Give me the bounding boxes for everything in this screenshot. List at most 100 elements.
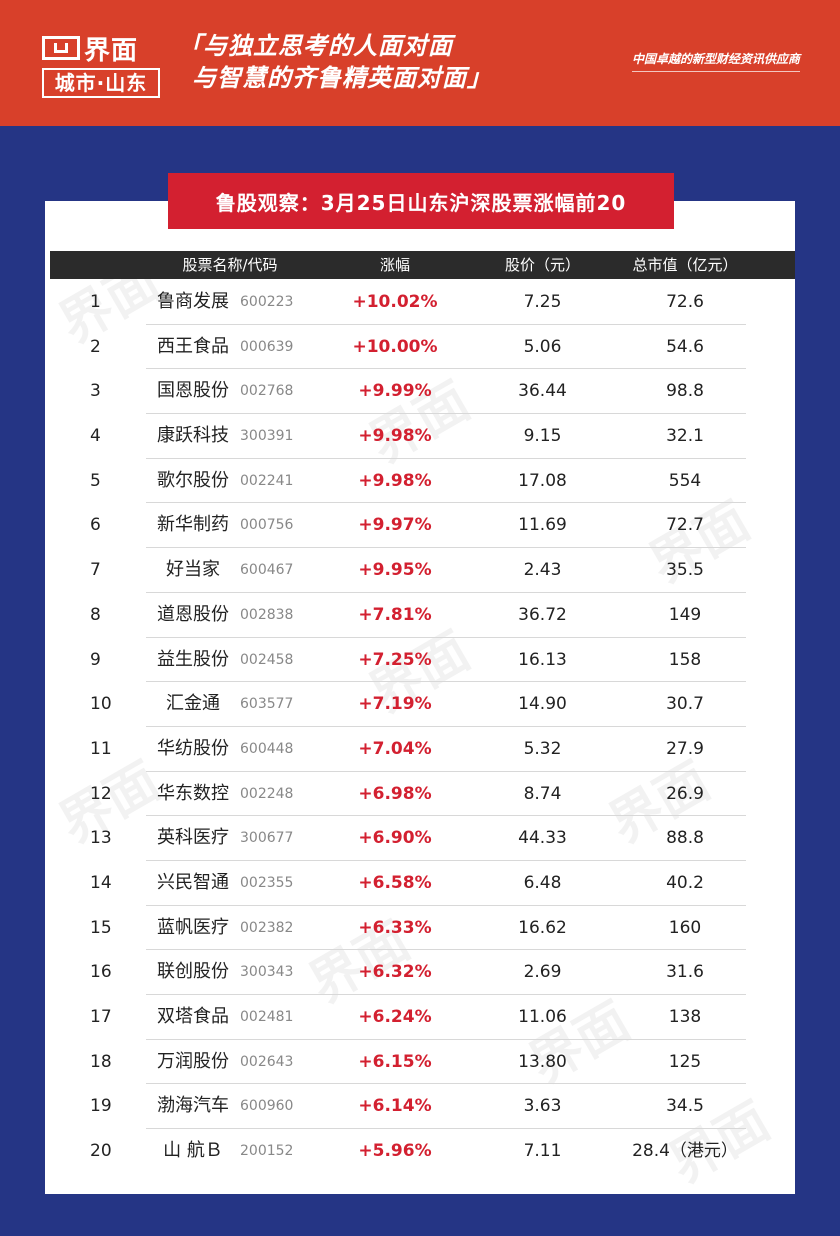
price-cell: 36.72 bbox=[518, 604, 567, 625]
slogan-line-2: 与智慧的齐鲁精英面对面」 bbox=[192, 64, 492, 92]
stock-name-cell: 好当家 bbox=[166, 559, 220, 581]
table-row: 17 双塔食品 002481 +6.24% 11.06 138 bbox=[50, 995, 795, 1040]
stock-name-cell: 歌尔股份 bbox=[157, 469, 229, 491]
stock-code-cell: 002248 bbox=[240, 785, 294, 802]
stock-code-cell: 600223 bbox=[240, 294, 294, 310]
logo-mark-icon bbox=[42, 36, 80, 60]
stock-code-cell: 600467 bbox=[240, 562, 294, 579]
market-cap-cell: 32.1 bbox=[666, 426, 704, 447]
change-cell: +6.24% bbox=[358, 1007, 432, 1027]
change-cell: +9.98% bbox=[358, 426, 432, 447]
price-cell: 44.33 bbox=[518, 828, 567, 849]
market-cap-cell: 98.8 bbox=[666, 381, 704, 402]
change-cell: +6.90% bbox=[358, 828, 432, 849]
market-cap-cell: 28.4（港元） bbox=[632, 1141, 738, 1162]
stock-table: 1 鲁商发展 600223 +10.02% 7.25 72.6 2 西王食品 000639 +10… bbox=[50, 280, 795, 1174]
change-cell: +6.32% bbox=[358, 962, 432, 983]
price-cell: 5.32 bbox=[523, 738, 562, 759]
table-row: 16 联创股份 300343 +6.32% 2.69 31.6 bbox=[50, 950, 795, 995]
market-cap-cell: 40.2 bbox=[666, 872, 704, 893]
stock-name-cell: 双塔食品 bbox=[157, 1006, 229, 1027]
stock-code-cell: 300391 bbox=[240, 428, 294, 445]
stock-name-cell: 康跃科技 bbox=[157, 425, 229, 447]
table-row: 11 华纺股份 600448 +7.04% 5.32 27.9 bbox=[50, 727, 795, 772]
change-cell: +7.19% bbox=[358, 694, 432, 715]
change-cell: +9.95% bbox=[358, 560, 432, 581]
stock-name-cell: 山 航Ｂ bbox=[163, 1140, 223, 1162]
table-row: 2 西王食品 000639 +10.00% 5.06 54.6 bbox=[50, 325, 795, 370]
market-cap-cell: 30.7 bbox=[666, 694, 704, 715]
rank-cell: 1 bbox=[90, 292, 101, 312]
market-cap-cell: 72.6 bbox=[666, 292, 704, 312]
stock-code-cell: 002643 bbox=[240, 1053, 294, 1070]
table-row: 6 新华制药 000756 +9.97% 11.69 72.7 bbox=[50, 503, 795, 548]
stock-code-cell: 603577 bbox=[240, 696, 294, 713]
market-cap-cell: 27.9 bbox=[666, 738, 704, 759]
market-cap-cell: 26.9 bbox=[666, 783, 704, 804]
stock-code-cell: 000756 bbox=[240, 517, 294, 534]
market-cap-cell: 34.5 bbox=[666, 1096, 704, 1117]
stock-name-cell: 鲁商发展 bbox=[157, 291, 229, 312]
stock-code-cell: 002838 bbox=[240, 606, 294, 623]
stock-name-cell: 蓝帆医疗 bbox=[157, 916, 229, 938]
price-cell: 17.08 bbox=[518, 470, 567, 491]
rank-cell: 3 bbox=[90, 381, 101, 402]
price-cell: 16.13 bbox=[518, 649, 567, 670]
price-cell: 14.90 bbox=[518, 694, 567, 715]
price-cell: 7.25 bbox=[523, 292, 562, 312]
stock-code-cell: 002241 bbox=[240, 472, 294, 489]
market-cap-cell: 54.6 bbox=[666, 336, 704, 357]
rank-cell: 13 bbox=[90, 828, 112, 849]
stock-code-cell: 600448 bbox=[240, 740, 294, 757]
rank-cell: 15 bbox=[90, 917, 112, 938]
change-cell: +9.97% bbox=[358, 515, 432, 536]
table-row: 8 道恩股份 002838 +7.81% 36.72 149 bbox=[50, 593, 795, 638]
stock-code-cell: 000639 bbox=[240, 338, 294, 355]
stock-name-cell: 益生股份 bbox=[157, 648, 229, 670]
price-cell: 11.69 bbox=[518, 515, 567, 536]
change-cell: +6.33% bbox=[358, 917, 432, 938]
stock-name-cell: 道恩股份 bbox=[157, 603, 229, 625]
price-cell: 16.62 bbox=[518, 917, 567, 938]
stock-name-cell: 西王食品 bbox=[157, 335, 229, 357]
change-cell: +6.58% bbox=[358, 872, 432, 893]
slogan-line-1: 「与独立思考的人面对面 bbox=[178, 32, 453, 60]
logo-city: 城市·山东 bbox=[42, 68, 160, 98]
rank-cell: 2 bbox=[90, 336, 101, 357]
stock-name-cell: 华纺股份 bbox=[157, 737, 229, 759]
price-cell: 7.11 bbox=[523, 1141, 562, 1162]
tagline: 中国卓越的新型财经资讯供应商 bbox=[631, 50, 800, 72]
table-row: 5 歌尔股份 002241 +9.98% 17.08 554 bbox=[50, 459, 795, 504]
stock-name-cell: 万润股份 bbox=[157, 1050, 229, 1072]
change-cell: +9.99% bbox=[358, 381, 432, 402]
price-cell: 2.43 bbox=[523, 560, 562, 581]
stock-name-cell: 兴民智通 bbox=[157, 871, 229, 893]
stock-code-cell: 300677 bbox=[240, 830, 294, 847]
change-cell: +6.15% bbox=[358, 1051, 432, 1072]
market-cap-cell: 35.5 bbox=[666, 560, 704, 581]
stock-name-cell: 英科医疗 bbox=[157, 827, 229, 849]
stock-name-cell: 国恩股份 bbox=[157, 380, 229, 402]
table-row: 7 好当家 600467 +9.95% 2.43 35.5 bbox=[50, 548, 795, 593]
stock-code-cell: 300343 bbox=[240, 964, 294, 981]
rank-cell: 8 bbox=[90, 604, 101, 625]
change-cell: +6.98% bbox=[358, 783, 432, 804]
market-cap-cell: 125 bbox=[668, 1051, 702, 1072]
rank-cell: 12 bbox=[90, 783, 112, 804]
change-cell: +6.14% bbox=[358, 1096, 432, 1117]
stock-code-cell: 600960 bbox=[240, 1098, 294, 1115]
price-cell: 2.69 bbox=[523, 962, 562, 983]
market-cap-cell: 88.8 bbox=[666, 828, 704, 849]
stock-code-cell: 002355 bbox=[240, 874, 294, 891]
stock-code-cell: 002458 bbox=[240, 651, 294, 668]
rank-cell: 19 bbox=[90, 1096, 112, 1117]
price-cell: 13.80 bbox=[518, 1051, 567, 1072]
market-cap-cell: 554 bbox=[668, 470, 702, 491]
stock-code-cell: 002382 bbox=[240, 919, 294, 936]
change-cell: +10.00% bbox=[352, 336, 438, 357]
table-row: 12 华东数控 002248 +6.98% 8.74 26.9 bbox=[50, 772, 795, 817]
table-row: 18 万润股份 002643 +6.15% 13.80 125 bbox=[50, 1040, 795, 1085]
market-cap-cell: 149 bbox=[668, 604, 702, 625]
stock-name-cell: 新华制药 bbox=[157, 514, 229, 536]
logo-name: 界面 bbox=[84, 35, 139, 66]
